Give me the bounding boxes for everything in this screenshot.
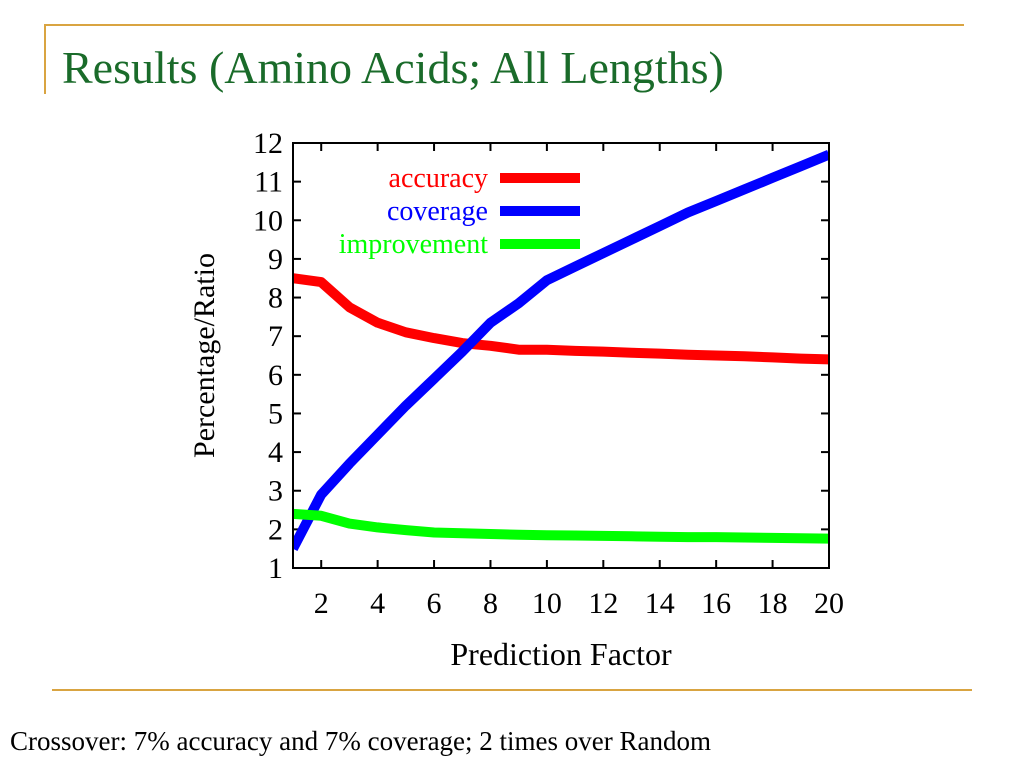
x-tick-label: 20 [814,587,844,620]
x-tick-label: 14 [645,587,675,620]
x-tick-label: 6 [427,587,442,620]
x-tick-label: 4 [370,587,385,620]
legend-label-coverage: coverage [387,196,488,227]
y-tick-label: 9 [268,243,283,276]
x-tick-label: 2 [314,587,329,620]
title-accent-line-left [44,24,46,94]
footer-divider-line [52,689,972,691]
x-tick-label: 8 [483,587,498,620]
x-tick-label: 18 [758,587,788,620]
series-line-improvement [293,508,829,544]
plot-frame [292,142,830,569]
y-tick-label: 6 [268,359,283,392]
y-tick-label: 1 [268,552,283,585]
footer-caption: Crossover: 7% accuracy and 7% coverage; … [10,726,712,756]
y-tick-label: 2 [268,513,283,546]
legend-label-accuracy: accuracy [389,163,488,194]
series-line-coverage [293,149,829,552]
y-axis-title: Percentage/Ratio [188,253,221,458]
y-tick-label: 3 [268,475,283,508]
y-tick-label: 11 [254,166,283,199]
y-tick-label: 12 [253,127,283,160]
x-axis-title: Prediction Factor [450,636,672,672]
title-accent-line-top [44,24,964,26]
x-tick-label: 12 [588,587,618,620]
series-line-accuracy [293,273,829,365]
x-tick-label: 16 [701,587,731,620]
y-tick-label: 5 [268,397,283,430]
x-tick-label: 10 [532,587,562,620]
slide-title: Results (Amino Acids; All Lengths) [62,42,724,93]
y-tick-label: 4 [268,436,283,469]
y-tick-label: 7 [268,320,283,353]
legend-label-improvement: improvement [339,229,489,260]
y-tick-label: 8 [268,282,283,315]
y-tick-label: 10 [253,204,283,237]
